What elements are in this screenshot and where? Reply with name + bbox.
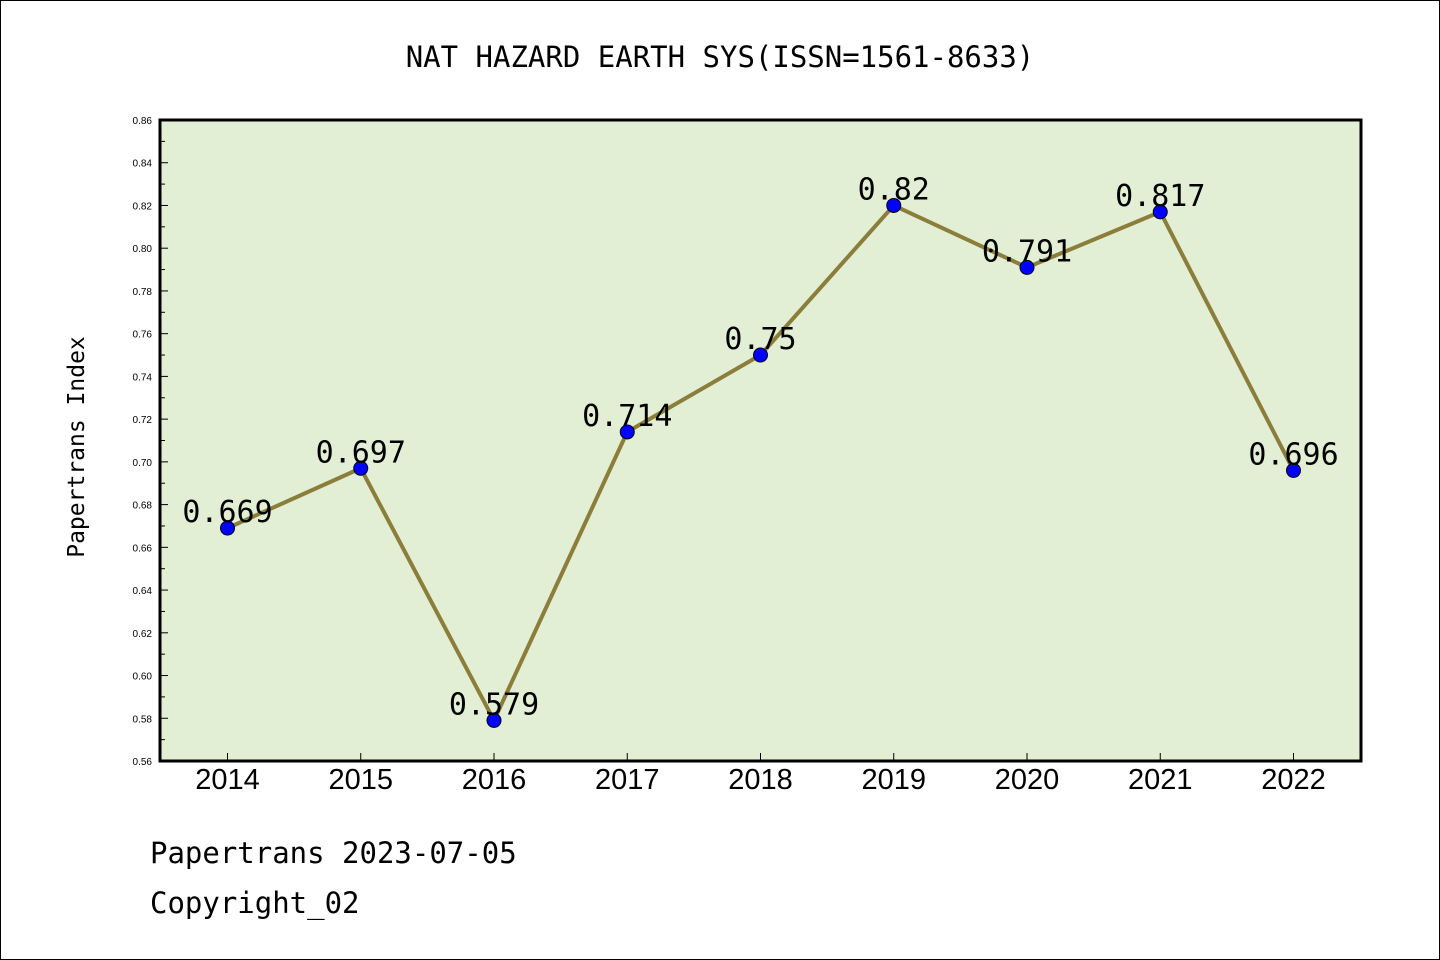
data-point-2016 [486,712,502,728]
data-label-2019: 0.82 [858,172,930,207]
data-point-2015 [353,460,369,476]
data-label-2022: 0.696 [1248,437,1338,472]
data-point-2020 [1019,259,1035,275]
y-tick-label: 0.64 [133,586,153,597]
x-tick-label: 2016 [462,764,527,796]
y-tick-label: 0.84 [133,159,153,170]
data-label-2014: 0.669 [182,495,272,530]
data-label-2016: 0.579 [449,687,539,722]
footer-date: Papertrans 2023-07-05 [150,836,517,870]
data-point-2022 [1286,462,1301,478]
y-tick-label: 0.74 [133,372,153,383]
x-tick-label: 2014 [195,764,260,796]
y-tick-label: 0.60 [133,672,153,683]
data-label-2017: 0.714 [582,399,672,434]
data-point-2018 [753,347,768,363]
x-axis: 2014 2015 2016 2017 2018 2019 2020 2021 2022 [195,753,1326,796]
y-tick-label: 0.62 [133,629,153,640]
x-tick-label: 2019 [861,764,926,796]
y-tick-label: 0.56 [133,757,153,768]
y-axis-label: Papertrans Index [64,336,90,558]
plot-area [160,120,1361,761]
data-label-2015: 0.697 [316,435,406,470]
data-label-2020: 0.791 [982,234,1072,269]
x-tick-label: 2021 [1128,764,1193,796]
x-tick-label: 2018 [728,764,793,796]
footer-copyright: Copyright_02 [150,886,360,920]
y-tick-label: 0.70 [133,458,153,469]
y-tick-label: 0.78 [133,287,153,298]
y-tick-label: 0.86 [133,116,153,127]
data-label-2018: 0.75 [724,322,796,357]
series-1: 0.669 0.697 0.579 0.714 0.75 0.82 0.791 0.817 0.… [182,172,1339,728]
y-tick-label: 0.80 [133,244,153,255]
x-tick-label: 2017 [595,764,660,796]
y-tick-label: 0.58 [133,714,153,725]
x-tick-label: 2015 [328,764,393,796]
data-point-2014 [220,520,235,536]
y-tick-label: 0.68 [133,501,153,512]
x-tick-label: 2022 [1261,764,1326,796]
y-tick-label: 0.76 [133,330,153,341]
y-tick-label: 0.72 [133,415,153,426]
data-point-2019 [886,197,902,213]
plot-border [158,118,1363,763]
data-point-2021 [1152,204,1168,220]
y-tick-label: 0.66 [133,543,153,554]
chart-title: NAT HAZARD EARTH SYS(ISSN=1561-8633) [406,40,1035,74]
y-tick-label: 0.82 [133,201,153,212]
x-tick-label: 2020 [995,764,1060,796]
data-label-2021: 0.817 [1115,179,1205,214]
data-point-2017 [619,424,635,440]
